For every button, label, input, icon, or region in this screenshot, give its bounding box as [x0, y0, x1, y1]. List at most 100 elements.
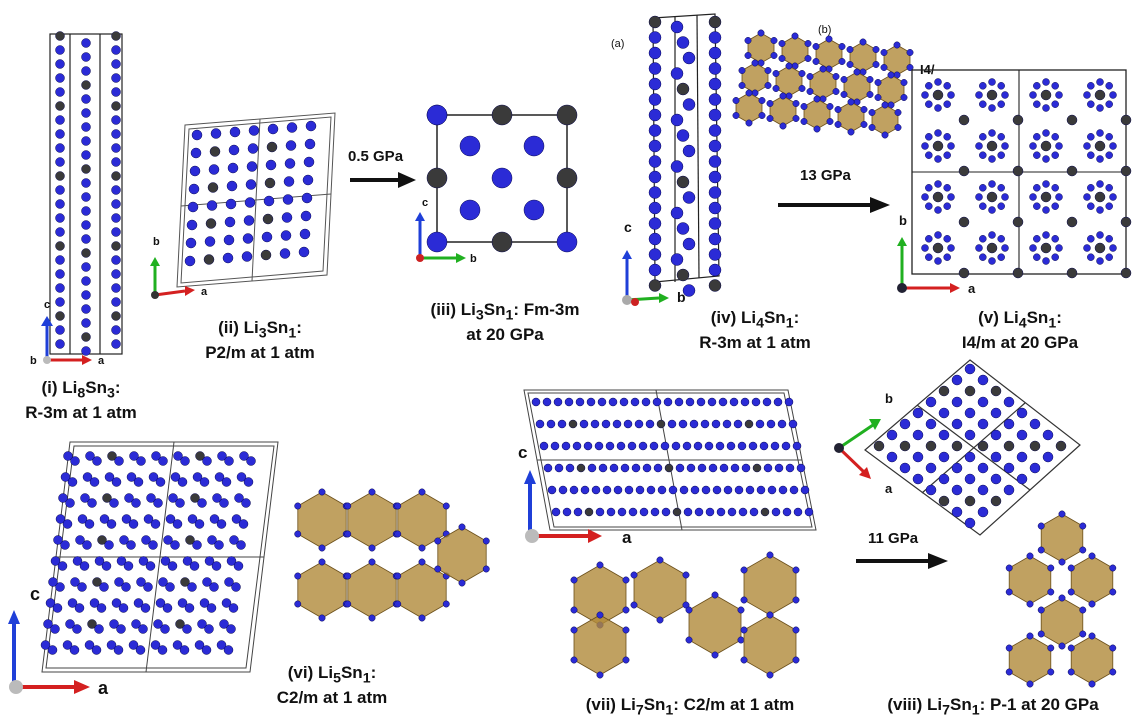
- li-atom: [912, 473, 924, 485]
- li-atom: [55, 339, 65, 349]
- li-atom: [622, 606, 630, 614]
- li-atom: [136, 577, 146, 587]
- li-atom: [55, 59, 65, 69]
- li-atom: [792, 100, 800, 107]
- li-atom: [550, 441, 560, 451]
- li-atom: [302, 174, 314, 186]
- li-atom: [766, 100, 774, 107]
- li-atom: [118, 603, 129, 613]
- li-atom: [531, 397, 541, 407]
- li-atom: [900, 94, 908, 101]
- coordination-polyhedron: [688, 594, 742, 656]
- li-atom: [89, 477, 100, 487]
- li-atom: [55, 45, 65, 55]
- li-atom: [990, 407, 1002, 419]
- sn-atom: [1066, 216, 1078, 228]
- li-atom: [1058, 510, 1066, 518]
- li-atom: [148, 540, 158, 550]
- li-atom: [1087, 133, 1095, 141]
- li-atom: [111, 87, 121, 97]
- sn-atom: [986, 89, 998, 101]
- li-atom: [925, 235, 933, 243]
- li-atom: [204, 556, 215, 566]
- li-atom: [648, 46, 662, 60]
- li-atom: [682, 601, 690, 609]
- li-atom: [598, 463, 608, 473]
- li-atom: [943, 133, 951, 141]
- li-atom: [605, 441, 615, 451]
- sn-atom: [958, 267, 970, 279]
- li-atom: [708, 62, 722, 75]
- sn-atom: [1094, 191, 1106, 203]
- li-atom: [111, 255, 121, 265]
- li-atom: [719, 463, 729, 473]
- li-atom: [318, 558, 326, 566]
- li-atom: [1055, 244, 1063, 252]
- li-atom: [79, 561, 90, 571]
- li-atom: [160, 556, 171, 566]
- li-atom: [766, 551, 774, 559]
- sn-atom: [977, 440, 989, 452]
- sn-atom: [676, 268, 690, 282]
- li-atom: [601, 419, 611, 429]
- li-atom: [587, 463, 597, 473]
- li-atom: [1096, 180, 1104, 188]
- li-atom: [182, 624, 192, 634]
- li-atom: [704, 441, 714, 451]
- sn-atom: [932, 140, 944, 152]
- li-atom: [81, 94, 91, 104]
- sn-atom: [964, 385, 976, 397]
- li-atom: [770, 37, 778, 44]
- li-atom: [1109, 193, 1117, 201]
- li-atom: [81, 276, 91, 286]
- li-atom: [648, 124, 662, 137]
- li-atom: [634, 419, 644, 429]
- li-atom: [561, 441, 571, 451]
- li-atom: [934, 155, 942, 163]
- li-atom: [318, 614, 326, 622]
- sn-atom: [556, 167, 578, 189]
- li-atom: [368, 544, 376, 552]
- li-atom: [792, 626, 800, 634]
- li-atom: [682, 51, 696, 65]
- coordination-polyhedron: [809, 68, 837, 100]
- li-atom: [770, 441, 780, 451]
- li-atom: [246, 161, 258, 172]
- li-atom: [1033, 100, 1041, 108]
- li-atom: [708, 201, 722, 215]
- li-atom: [689, 419, 699, 429]
- li-atom: [155, 477, 166, 487]
- li-atom: [242, 233, 254, 244]
- li-atom: [81, 304, 91, 314]
- li-atom: [779, 122, 787, 130]
- li-atom: [1109, 91, 1117, 99]
- li-atom: [868, 109, 876, 116]
- li-atom: [299, 228, 311, 240]
- sn-atom: [55, 101, 65, 111]
- li-atom: [368, 488, 376, 496]
- li-atom: [1016, 429, 1028, 441]
- li-atom: [1058, 642, 1066, 650]
- li-atom: [1037, 606, 1045, 614]
- li-atom: [925, 253, 933, 261]
- li-atom: [131, 498, 141, 508]
- li-atom: [192, 472, 203, 482]
- li-atom: [925, 396, 937, 408]
- li-atom: [847, 128, 855, 136]
- li-atom: [670, 253, 684, 266]
- sn-atom: [744, 419, 754, 429]
- li-atom: [979, 82, 987, 90]
- li-atom: [208, 164, 220, 175]
- pressure-label-3: 11 GPa: [868, 530, 919, 547]
- li-atom: [886, 451, 898, 463]
- li-atom: [194, 519, 205, 529]
- li-atom: [50, 556, 61, 566]
- li-atom: [997, 133, 1005, 141]
- sn-atom: [951, 440, 963, 452]
- li-atom: [562, 507, 572, 517]
- li-atom: [75, 535, 85, 545]
- li-atom: [887, 71, 895, 79]
- li-atom: [146, 493, 156, 503]
- sn-atom: [1040, 242, 1052, 254]
- li-atom: [1067, 668, 1075, 676]
